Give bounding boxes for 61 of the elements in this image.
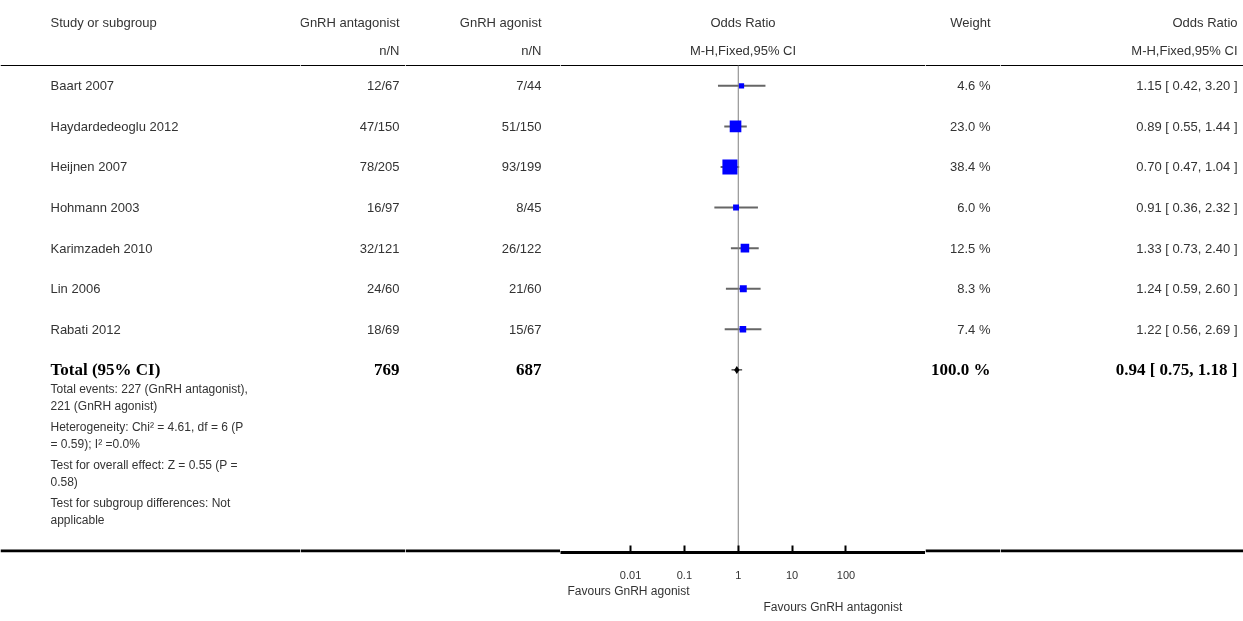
category-label: 6.0 % (957, 200, 991, 216)
category-label: 32/121 (359, 240, 400, 256)
category-label: Haydardedeoglu 2012 (50, 118, 179, 134)
category-label: 0.91 [ 0.36, 2.32 ] (1136, 200, 1238, 216)
text: GnRH agonist (459, 15, 542, 30)
category-label: 12/67 (366, 78, 400, 94)
x-tick-label: 0.1 (676, 568, 693, 581)
text: Test for overall effect: Z = 0.55 (P = 0.58) (50, 458, 238, 489)
text: Heterogeneity: Chi² = 4.61, df = 6 (P = 0.59); I² =0.0% (50, 420, 244, 451)
category-label: Lin 2006 (50, 281, 101, 297)
category-label: 51/150 (501, 118, 542, 134)
category-label: 7.4 % (957, 321, 991, 337)
text: Favours GnRH antagonist (763, 599, 903, 614)
category-label: 4.6 % (957, 78, 991, 94)
category-label: Rabati 2012 (50, 321, 121, 337)
x-tick-label: 100 (836, 568, 856, 581)
x-tick-label: 10 (785, 568, 799, 581)
category-label: 0.94 [ 0.75, 1.18 ] (1115, 360, 1238, 380)
category-label: 1.15 [ 0.42, 3.20 ] (1136, 78, 1238, 94)
category-label: 26/122 (501, 240, 542, 256)
text: M-H,Fixed,95% CI (1131, 43, 1238, 58)
text: Weight (950, 15, 991, 30)
category-label: 1.33 [ 0.73, 2.40 ] (1136, 240, 1238, 256)
text: Favours GnRH agonist (567, 583, 691, 598)
text: n/N (521, 43, 542, 58)
category-label: 47/150 (359, 118, 400, 134)
category-label: 23.0 % (950, 118, 991, 134)
category-label: 687 (516, 360, 542, 380)
category-label: Karimzadeh 2010 (50, 240, 153, 256)
category-label: 0.89 [ 0.55, 1.44 ] (1136, 118, 1238, 134)
category-label: 0.70 [ 0.47, 1.04 ] (1136, 159, 1238, 175)
text: Total events: 227 (GnRH antagonist), 221 (GnRH agonist) (50, 382, 248, 413)
category-label: 78/205 (359, 159, 400, 175)
category-label: 38.4 % (950, 159, 991, 175)
x-tick-label: 1 (735, 568, 742, 581)
text: Test for subgroup differences: Not applicable (50, 496, 232, 527)
category-label: 12.5 % (950, 240, 991, 256)
category-label: Hohmann 2003 (50, 200, 140, 216)
category-label: 15/67 (508, 321, 542, 337)
category-label: 8/45 (516, 200, 542, 216)
category-label: Total (95% CI) (50, 360, 161, 380)
text: n/N (379, 43, 400, 58)
category-label: 16/97 (366, 200, 400, 216)
category-label: 1.22 [ 0.56, 2.69 ] (1136, 321, 1238, 337)
chart-subtitle: M-H,Fixed,95% CI (689, 43, 797, 58)
category-label: 21/60 (508, 281, 542, 297)
text: GnRH antagonist (299, 15, 400, 30)
category-label: 769 (374, 360, 400, 380)
chart-title: Odds Ratio (710, 15, 776, 30)
category-label: Baart 2007 (50, 78, 115, 94)
text: Odds Ratio (1172, 15, 1238, 30)
category-label: 1.24 [ 0.59, 2.60 ] (1136, 281, 1238, 297)
category-label: Heijnen 2007 (50, 159, 128, 175)
category-label: 24/60 (366, 281, 400, 297)
category-label: 8.3 % (957, 281, 991, 297)
category-label: 100.0 % (931, 360, 991, 380)
x-tick-label: 0.01 (619, 568, 642, 581)
category-label: 7/44 (516, 78, 542, 94)
text: Study or subgroup (50, 15, 157, 30)
category-label: 18/69 (366, 321, 400, 337)
category-label: 93/199 (501, 159, 542, 175)
